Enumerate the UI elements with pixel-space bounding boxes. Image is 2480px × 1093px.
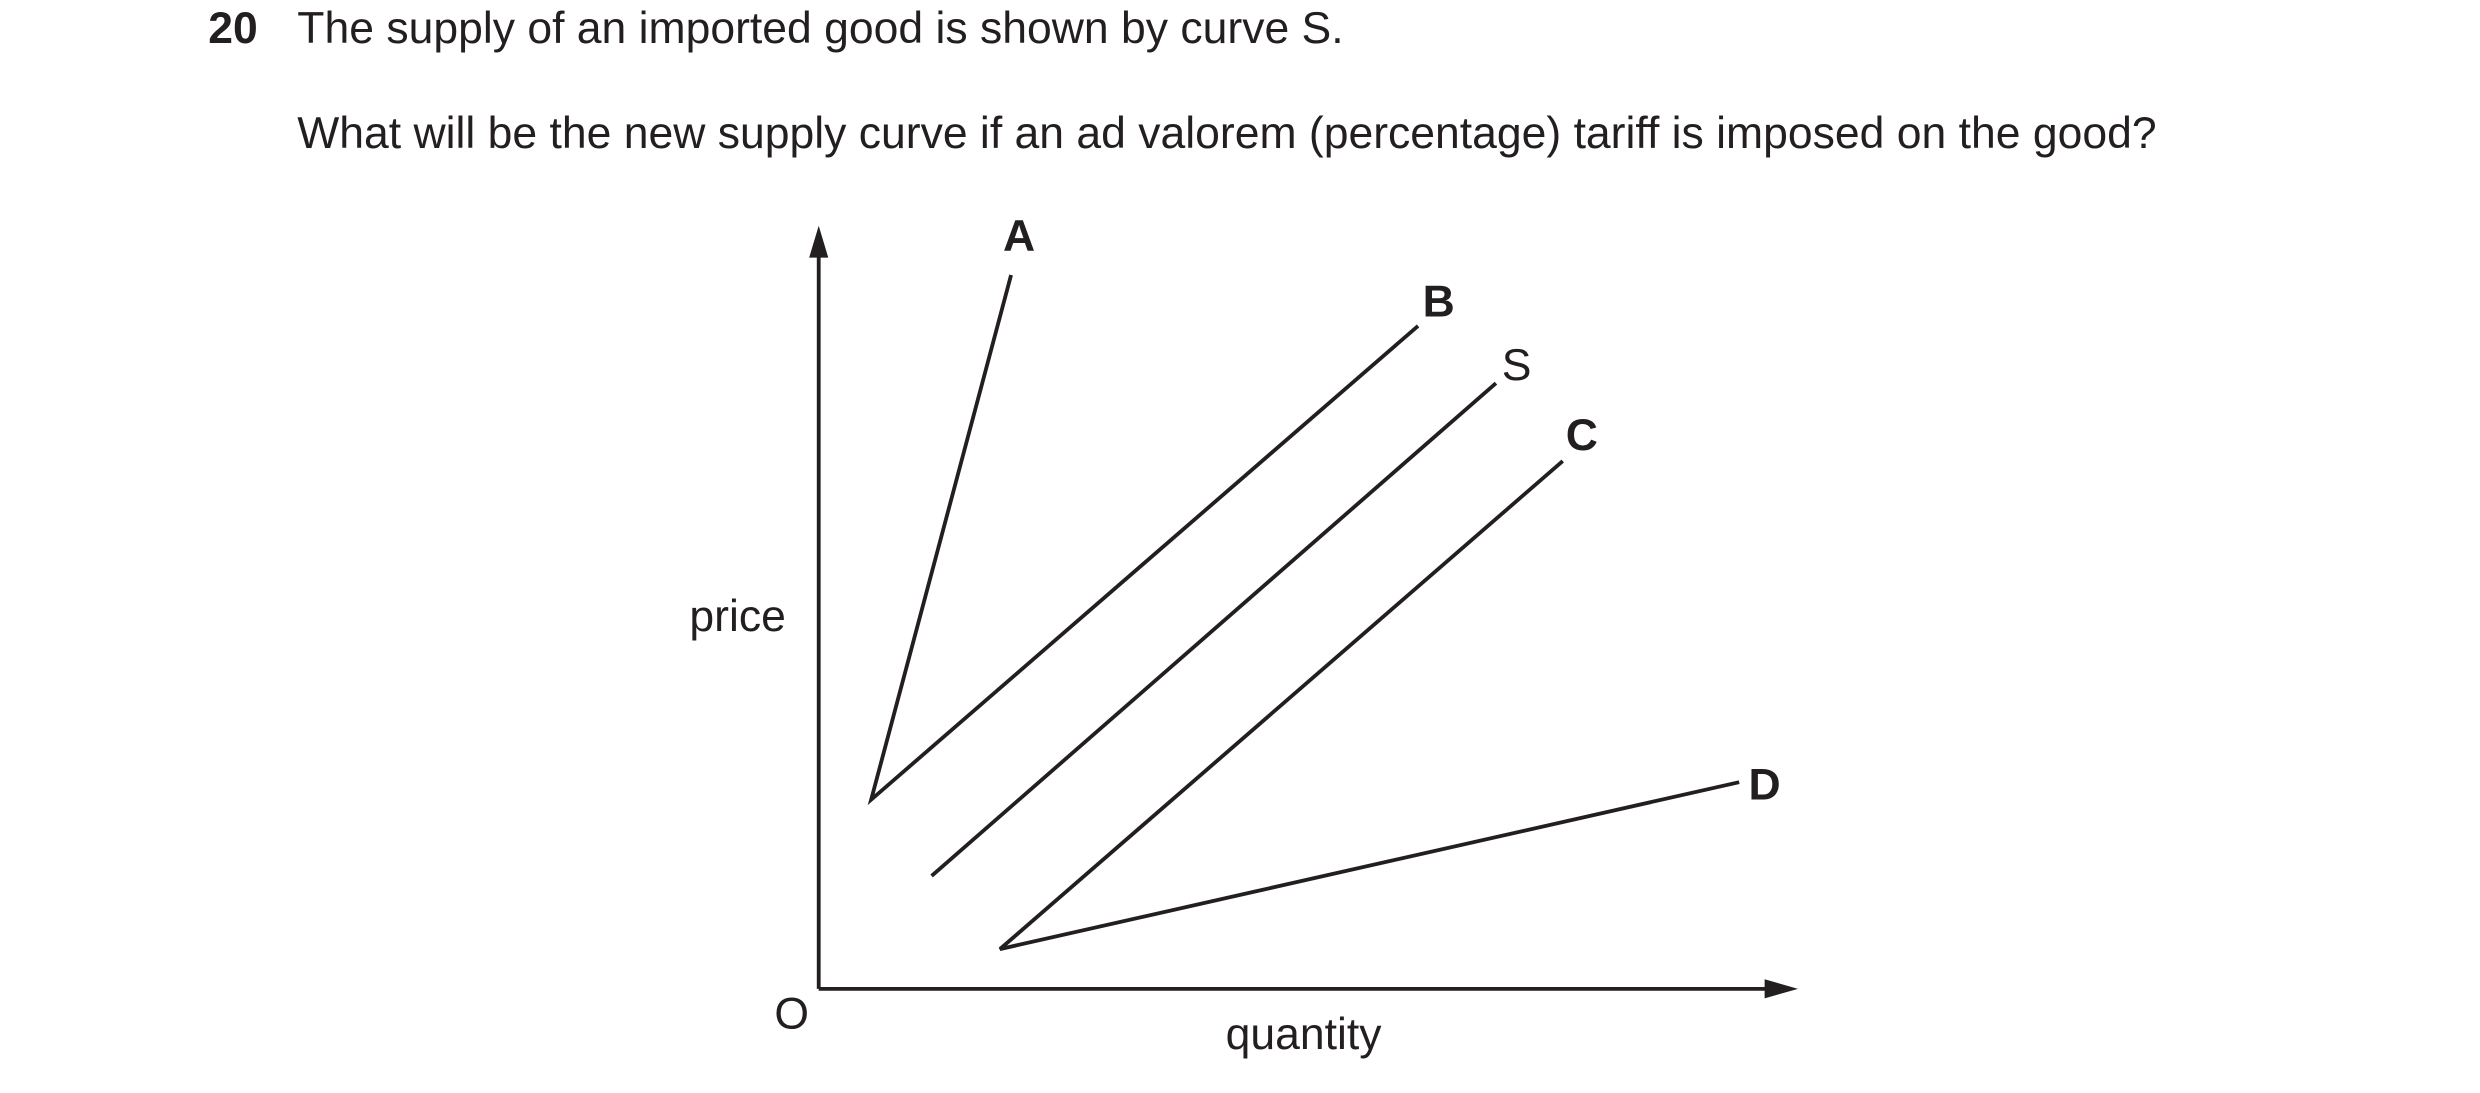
curve-label: S — [1502, 341, 1532, 390]
origin-label: O — [774, 990, 809, 1039]
x-axis-arrow — [1764, 979, 1798, 999]
curve-label: B — [1423, 277, 1455, 326]
diagram: A B S C D price quantity O — [689, 212, 1798, 1059]
curve-s — [930, 381, 1498, 878]
y-axis-arrow — [809, 225, 829, 258]
curve-label: D — [1749, 761, 1781, 810]
question-prompt: What will be the new supply curve if an … — [297, 109, 2156, 158]
curves-c-d — [998, 459, 1740, 951]
y-axis-label: price — [689, 592, 785, 641]
question-number: 20 — [208, 4, 258, 53]
curves-a-b — [867, 274, 1420, 806]
x-axis-label: quantity — [1226, 1010, 1383, 1059]
curve-label: A — [1003, 212, 1035, 261]
curve-label: C — [1566, 411, 1598, 460]
question-text: The supply of an imported good is shown … — [297, 4, 1343, 53]
